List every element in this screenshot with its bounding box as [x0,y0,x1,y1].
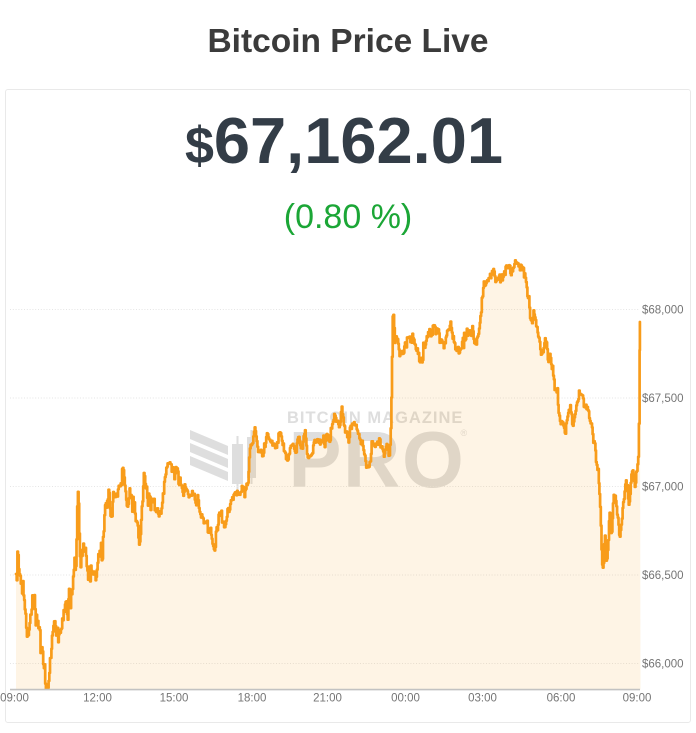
svg-text:$67,500: $67,500 [642,393,684,405]
svg-text:03:00: 03:00 [468,693,497,705]
svg-text:®: ® [461,428,468,438]
svg-text:PRO: PRO [289,415,466,504]
svg-text:$67,000: $67,000 [642,482,684,494]
svg-text:15:00: 15:00 [160,693,189,705]
svg-text:$66,000: $66,000 [642,659,684,671]
svg-text:21:00: 21:00 [313,693,342,705]
svg-text:$68,000: $68,000 [642,305,684,317]
svg-text:09:00: 09:00 [0,693,29,705]
svg-text:$66,500: $66,500 [642,570,684,582]
svg-text:09:00: 09:00 [623,693,652,705]
svg-text:06:00: 06:00 [547,693,576,705]
svg-text:18:00: 18:00 [238,693,267,705]
svg-text:00:00: 00:00 [391,693,420,705]
svg-text:12:00: 12:00 [83,693,112,705]
svg-text:BITCOIN MAGAZINE: BITCOIN MAGAZINE [287,409,463,427]
